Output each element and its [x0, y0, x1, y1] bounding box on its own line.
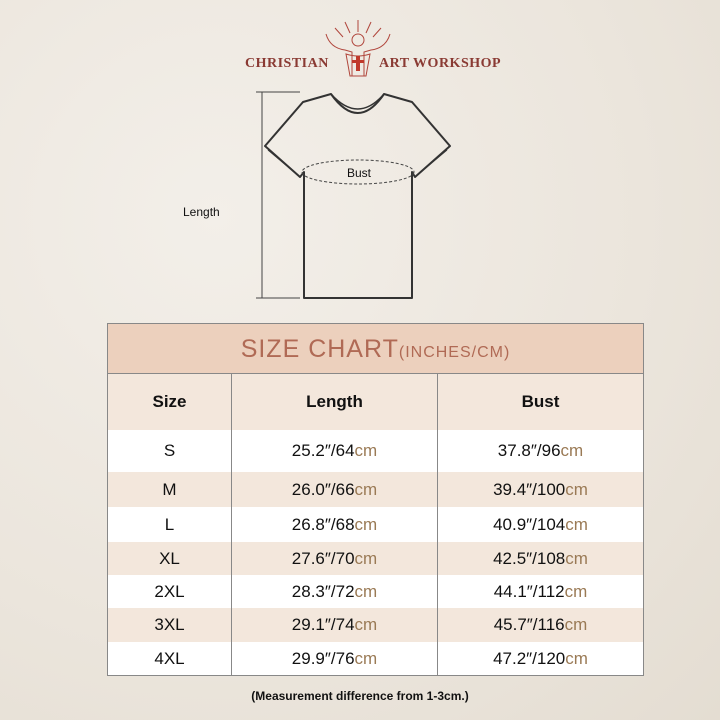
length-value: 28.3″/72 [291, 581, 355, 601]
bust-cell: 40.9″/104 cm [438, 507, 643, 542]
bust-label: Bust [347, 166, 372, 180]
cm-unit: cm [354, 548, 378, 568]
size-cell: M [108, 472, 232, 507]
size-value: L [164, 514, 175, 534]
table-row: S 25.2″/64 cm 37.8″/96 cm [108, 430, 643, 472]
brand-logo: CHRISTIAN ART WORKSHOP [0, 18, 720, 80]
measurement-note: (Measurement difference from 1-3cm.) [251, 689, 469, 703]
length-cell: 25.2″/64 cm [232, 430, 438, 472]
cm-unit: cm [354, 479, 378, 499]
size-value: S [163, 441, 176, 460]
length-value: 26.8″/68 [291, 514, 355, 534]
tshirt-diagram: Length Bust [0, 80, 720, 310]
table-row: L 26.8″/68 cm 40.9″/104 cm [108, 507, 643, 542]
size-value: 4XL [154, 648, 185, 668]
bust-cell: 42.5″/108 cm [438, 542, 643, 575]
title-units: (INCHES/CM) [398, 344, 511, 361]
title-text: SIZE CHART [240, 335, 399, 363]
size-value: M [162, 479, 177, 499]
size-value: 3XL [154, 615, 185, 634]
table-row: XL 27.6″/70 cm 42.5″/108 cm [108, 542, 643, 575]
table-row: 3XL 29.1″/74 cm 45.7″/116 cm [108, 608, 643, 642]
length-cell: 29.9″/76 cm [232, 642, 438, 675]
brand-right-text: ART WORKSHOP [379, 56, 502, 71]
table-row: M 26.0″/66 cm 39.4″/100 cm [108, 472, 643, 507]
bust-cell: 39.4″/100 cm [438, 472, 643, 507]
length-cell: 28.3″/72 cm [232, 575, 438, 608]
brand-left-text: CHRISTIAN [245, 56, 329, 71]
bust-value: 37.8″/96 [497, 441, 561, 460]
cm-unit: cm [564, 615, 588, 634]
tshirt-icon [256, 91, 451, 299]
size-cell: 3XL [108, 608, 232, 642]
cm-unit: cm [354, 514, 378, 534]
bust-value: 45.7″/116 [493, 615, 565, 634]
header-row: Size Length Bust [108, 374, 643, 430]
bust-cell: 47.2″/120 cm [438, 642, 643, 675]
cm-unit: cm [565, 548, 588, 568]
table-row: 4XL 29.9″/76 cm 47.2″/120 cm [108, 642, 643, 675]
size-cell: 2XL [108, 575, 232, 608]
cm-unit: cm [564, 581, 588, 601]
cm-unit: cm [560, 441, 584, 460]
length-value: 25.2″/64 [291, 441, 355, 460]
size-value: 2XL [154, 581, 185, 601]
bust-cell: 45.7″/116 cm [438, 608, 643, 642]
header-bust: Bust [521, 392, 560, 411]
length-cell: 29.1″/74 cm [232, 608, 438, 642]
bust-value: 42.5″/108 [493, 548, 566, 568]
table-row: 2XL 28.3″/72 cm 44.1″/112 cm [108, 575, 643, 608]
length-cell: 26.8″/68 cm [232, 507, 438, 542]
length-value: 29.1″/74 [291, 615, 355, 634]
bust-cell: 44.1″/112 cm [438, 575, 643, 608]
size-chart-title: SIZE CHART(INCHES/CM) [108, 324, 643, 374]
cm-unit: cm [354, 648, 378, 668]
size-value: XL [159, 548, 180, 568]
cm-unit: cm [565, 514, 588, 534]
bust-value: 44.1″/112 [493, 581, 565, 601]
cm-unit: cm [354, 581, 378, 601]
size-cell: S [108, 430, 232, 472]
length-cell: 27.6″/70 cm [232, 542, 438, 575]
header-size: Size [108, 374, 232, 430]
header-length: Length [232, 374, 438, 430]
bust-value: 47.2″/120 [493, 648, 566, 668]
bust-value: 39.4″/100 [493, 479, 566, 499]
bust-cell: 37.8″/96 cm [438, 430, 643, 472]
size-cell: 4XL [108, 642, 232, 675]
size-cell: L [108, 507, 232, 542]
cm-unit: cm [565, 648, 588, 668]
length-value: 27.6″/70 [291, 548, 355, 568]
length-cell: 26.0″/66 cm [232, 472, 438, 507]
jesus-emblem-icon [325, 20, 391, 77]
length-value: 29.9″/76 [291, 648, 355, 668]
size-chart-table: SIZE CHART(INCHES/CM) Size Length Bust S… [107, 323, 644, 676]
size-cell: XL [108, 542, 232, 575]
length-value: 26.0″/66 [291, 479, 355, 499]
cm-unit: cm [354, 615, 378, 634]
length-label: Length [183, 205, 220, 219]
bust-value: 40.9″/104 [493, 514, 566, 534]
cm-unit: cm [565, 479, 588, 499]
cm-unit: cm [354, 441, 378, 460]
